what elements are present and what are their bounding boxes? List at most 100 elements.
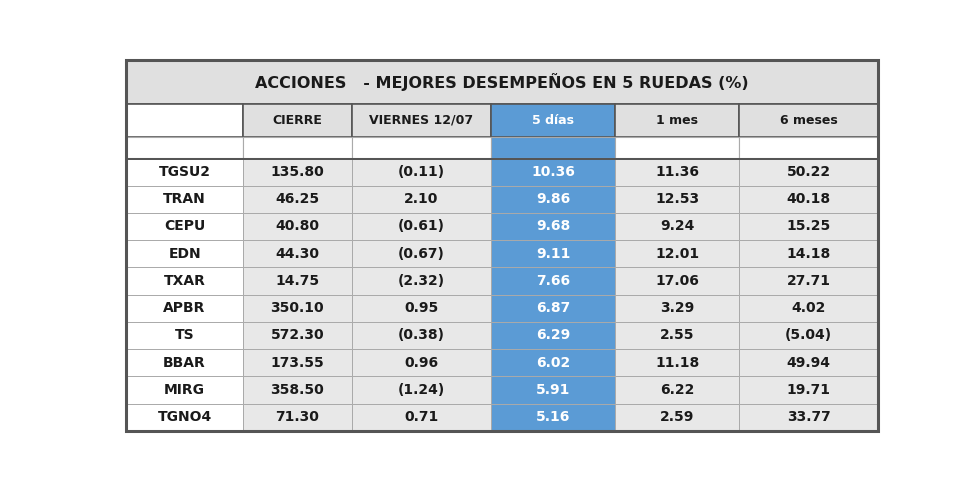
Text: 71.30: 71.30 — [275, 410, 319, 424]
Text: 6.29: 6.29 — [536, 329, 570, 342]
Bar — [491, 349, 615, 376]
Bar — [243, 213, 352, 240]
Bar — [243, 404, 352, 431]
Text: 2.59: 2.59 — [660, 410, 694, 424]
Bar — [491, 267, 615, 295]
Bar — [243, 104, 352, 137]
Bar — [491, 404, 615, 431]
Bar — [739, 185, 878, 213]
Bar — [352, 104, 491, 137]
Bar — [615, 185, 739, 213]
Text: 27.71: 27.71 — [787, 274, 831, 288]
Bar — [739, 295, 878, 322]
Text: 9.24: 9.24 — [660, 220, 694, 234]
Text: 11.36: 11.36 — [655, 165, 699, 179]
Text: BBAR: BBAR — [164, 356, 206, 370]
Text: CEPU: CEPU — [164, 220, 205, 234]
Text: 5 días: 5 días — [532, 114, 574, 127]
Bar — [739, 349, 878, 376]
Text: 9.68: 9.68 — [536, 220, 570, 234]
Bar — [126, 376, 243, 404]
Text: 44.30: 44.30 — [275, 247, 319, 261]
Bar — [352, 137, 491, 159]
Bar — [615, 267, 739, 295]
Text: CIERRE: CIERRE — [272, 114, 322, 127]
Text: 50.22: 50.22 — [787, 165, 831, 179]
Text: (0.11): (0.11) — [398, 165, 445, 179]
Text: 12.01: 12.01 — [655, 247, 699, 261]
Text: (2.32): (2.32) — [398, 274, 445, 288]
Text: TGNO4: TGNO4 — [158, 410, 212, 424]
Text: 46.25: 46.25 — [275, 192, 319, 206]
Bar — [126, 267, 243, 295]
Text: 2.10: 2.10 — [404, 192, 439, 206]
Bar — [739, 322, 878, 349]
Bar — [352, 213, 491, 240]
Bar — [615, 349, 739, 376]
Text: TS: TS — [174, 329, 194, 342]
Text: TXAR: TXAR — [164, 274, 206, 288]
Bar — [491, 322, 615, 349]
Text: 17.06: 17.06 — [656, 274, 699, 288]
Bar — [491, 213, 615, 240]
Bar — [491, 137, 615, 159]
Bar — [615, 213, 739, 240]
Bar — [243, 185, 352, 213]
Bar — [491, 376, 615, 404]
Bar — [739, 159, 878, 185]
Bar — [126, 295, 243, 322]
Bar — [126, 104, 243, 137]
Text: 0.95: 0.95 — [405, 301, 438, 315]
Text: 135.80: 135.80 — [270, 165, 324, 179]
Text: 6 meses: 6 meses — [780, 114, 838, 127]
Bar — [243, 159, 352, 185]
Bar — [352, 295, 491, 322]
Text: 14.18: 14.18 — [787, 247, 831, 261]
Text: 6.87: 6.87 — [536, 301, 570, 315]
Bar — [615, 404, 739, 431]
Text: 358.50: 358.50 — [270, 383, 324, 397]
Text: (0.38): (0.38) — [398, 329, 445, 342]
Bar — [615, 104, 739, 137]
Bar — [126, 185, 243, 213]
Bar — [615, 240, 739, 267]
Bar — [491, 240, 615, 267]
Text: 15.25: 15.25 — [787, 220, 831, 234]
Text: 7.66: 7.66 — [536, 274, 570, 288]
Bar — [739, 213, 878, 240]
Bar — [615, 295, 739, 322]
Bar — [243, 267, 352, 295]
Bar — [352, 185, 491, 213]
Bar — [126, 60, 878, 104]
Bar — [615, 137, 739, 159]
Text: 0.96: 0.96 — [405, 356, 438, 370]
Text: APBR: APBR — [164, 301, 206, 315]
Bar — [352, 267, 491, 295]
Bar — [126, 159, 243, 185]
Bar — [126, 159, 878, 161]
Bar — [352, 159, 491, 185]
Text: ACCIONES   - MEJORES DESEMPEÑOS EN 5 RUEDAS (%): ACCIONES - MEJORES DESEMPEÑOS EN 5 RUEDA… — [256, 73, 749, 90]
Bar — [126, 404, 243, 431]
Text: 11.18: 11.18 — [655, 356, 699, 370]
Bar — [615, 322, 739, 349]
Bar — [126, 349, 243, 376]
Text: 3.29: 3.29 — [660, 301, 694, 315]
Text: EDN: EDN — [169, 247, 201, 261]
Text: 2.55: 2.55 — [660, 329, 694, 342]
Text: 4.02: 4.02 — [792, 301, 826, 315]
Text: 40.80: 40.80 — [275, 220, 319, 234]
Bar — [491, 295, 615, 322]
Bar — [352, 240, 491, 267]
Bar — [739, 104, 878, 137]
Text: (0.67): (0.67) — [398, 247, 445, 261]
Text: 10.36: 10.36 — [531, 165, 575, 179]
Bar — [615, 376, 739, 404]
Text: 6.02: 6.02 — [536, 356, 570, 370]
Bar — [739, 376, 878, 404]
Bar — [243, 240, 352, 267]
Bar — [491, 159, 615, 185]
Bar — [126, 158, 878, 160]
Bar — [126, 240, 243, 267]
Bar — [126, 322, 243, 349]
